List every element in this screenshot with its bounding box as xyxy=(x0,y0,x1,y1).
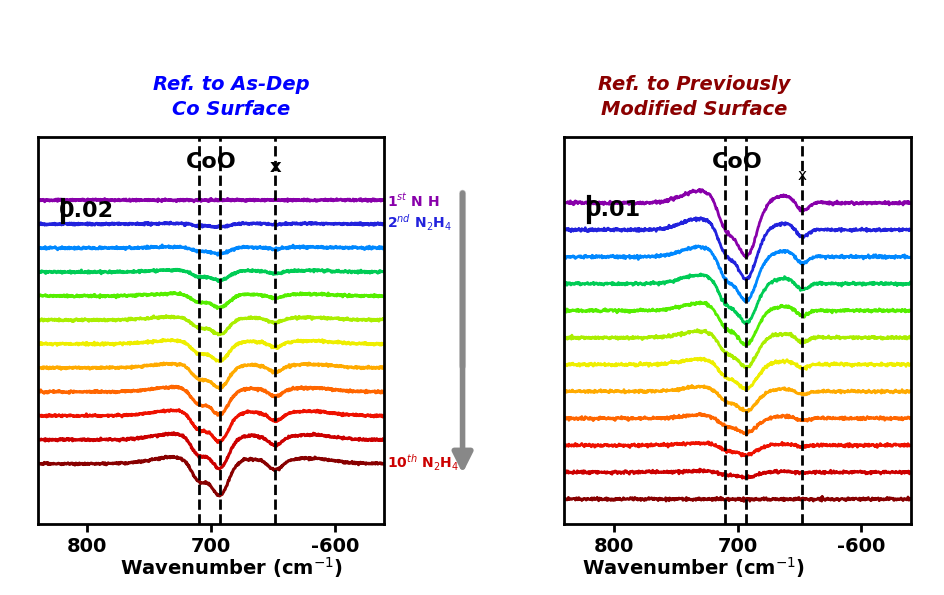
Text: x: x xyxy=(270,158,281,176)
Text: 1$^{st}$ N H: 1$^{st}$ N H xyxy=(387,192,440,210)
Text: 0.02: 0.02 xyxy=(59,201,114,221)
Text: Wavenumber (cm$^{-1}$): Wavenumber (cm$^{-1}$) xyxy=(582,555,805,580)
Text: CoO: CoO xyxy=(186,152,236,173)
Text: Ref. to As-Dep
Co Surface: Ref. to As-Dep Co Surface xyxy=(153,75,310,119)
Text: Ref. to Previously
Modified Surface: Ref. to Previously Modified Surface xyxy=(598,75,790,119)
Text: Wavenumber (cm$^{-1}$): Wavenumber (cm$^{-1}$) xyxy=(120,555,343,580)
Text: CoO: CoO xyxy=(713,152,763,173)
Text: 10$^{th}$ N$_2$H$_4$: 10$^{th}$ N$_2$H$_4$ xyxy=(387,453,460,474)
Text: 2$^{nd}$ N$_2$H$_4$: 2$^{nd}$ N$_2$H$_4$ xyxy=(387,213,452,233)
Text: x: x xyxy=(798,168,806,183)
Text: 0.01: 0.01 xyxy=(585,200,641,220)
